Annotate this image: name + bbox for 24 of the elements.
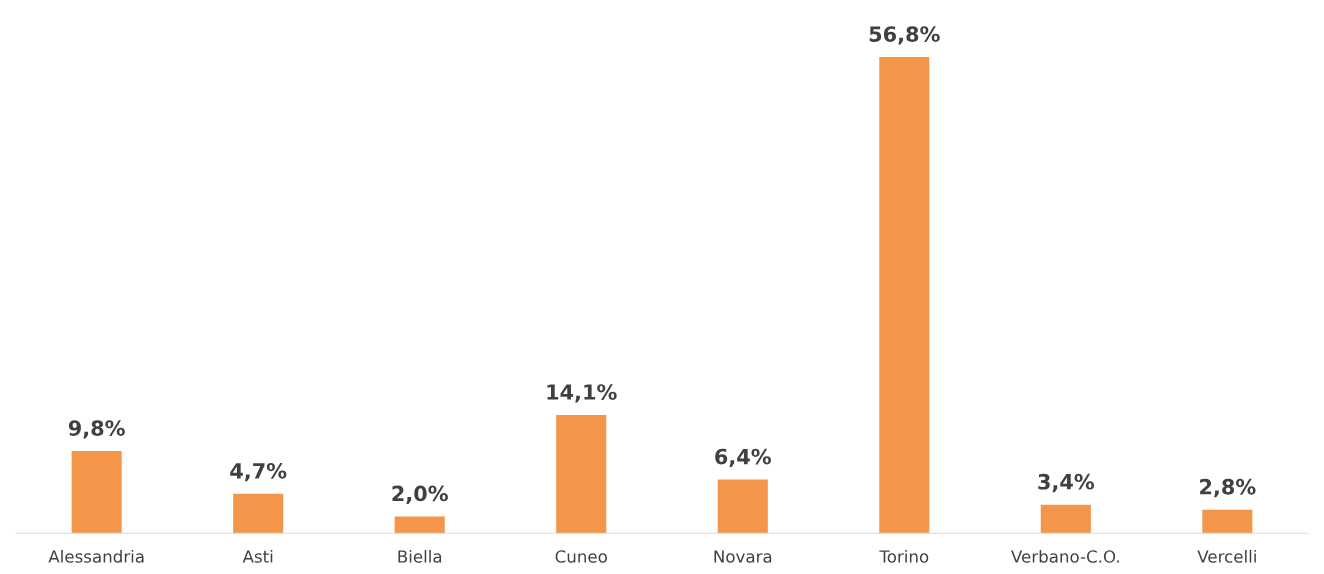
bar [394,516,445,534]
data-label: 2,8% [1200,478,1256,498]
bar [1202,509,1253,534]
x-tick-label: Biella [398,549,442,563]
bar [879,57,930,534]
data-label: 9,8% [68,420,125,439]
data-label: 2,0% [392,485,448,504]
data-label: 6,4% [715,448,771,468]
x-tick-label: Asti [242,549,273,563]
x-tick-label: Vercelli [1197,549,1256,563]
bar [556,415,607,534]
data-label: 56,8% [869,26,940,45]
data-label: 4,7% [230,462,287,482]
x-tick-label: Torino [879,549,929,563]
bar [717,479,768,534]
x-tick-label: Alessandria [48,549,144,563]
bar [233,493,284,534]
x-tick-label: Cuneo [555,550,607,563]
x-tick-label: Novara [714,550,772,563]
data-label: 3,4% [1038,473,1095,493]
bar [71,451,122,534]
data-label: 14,1% [547,384,617,403]
bar [1040,504,1091,534]
x-tick-label: Verbano-C.O. [1011,549,1119,563]
